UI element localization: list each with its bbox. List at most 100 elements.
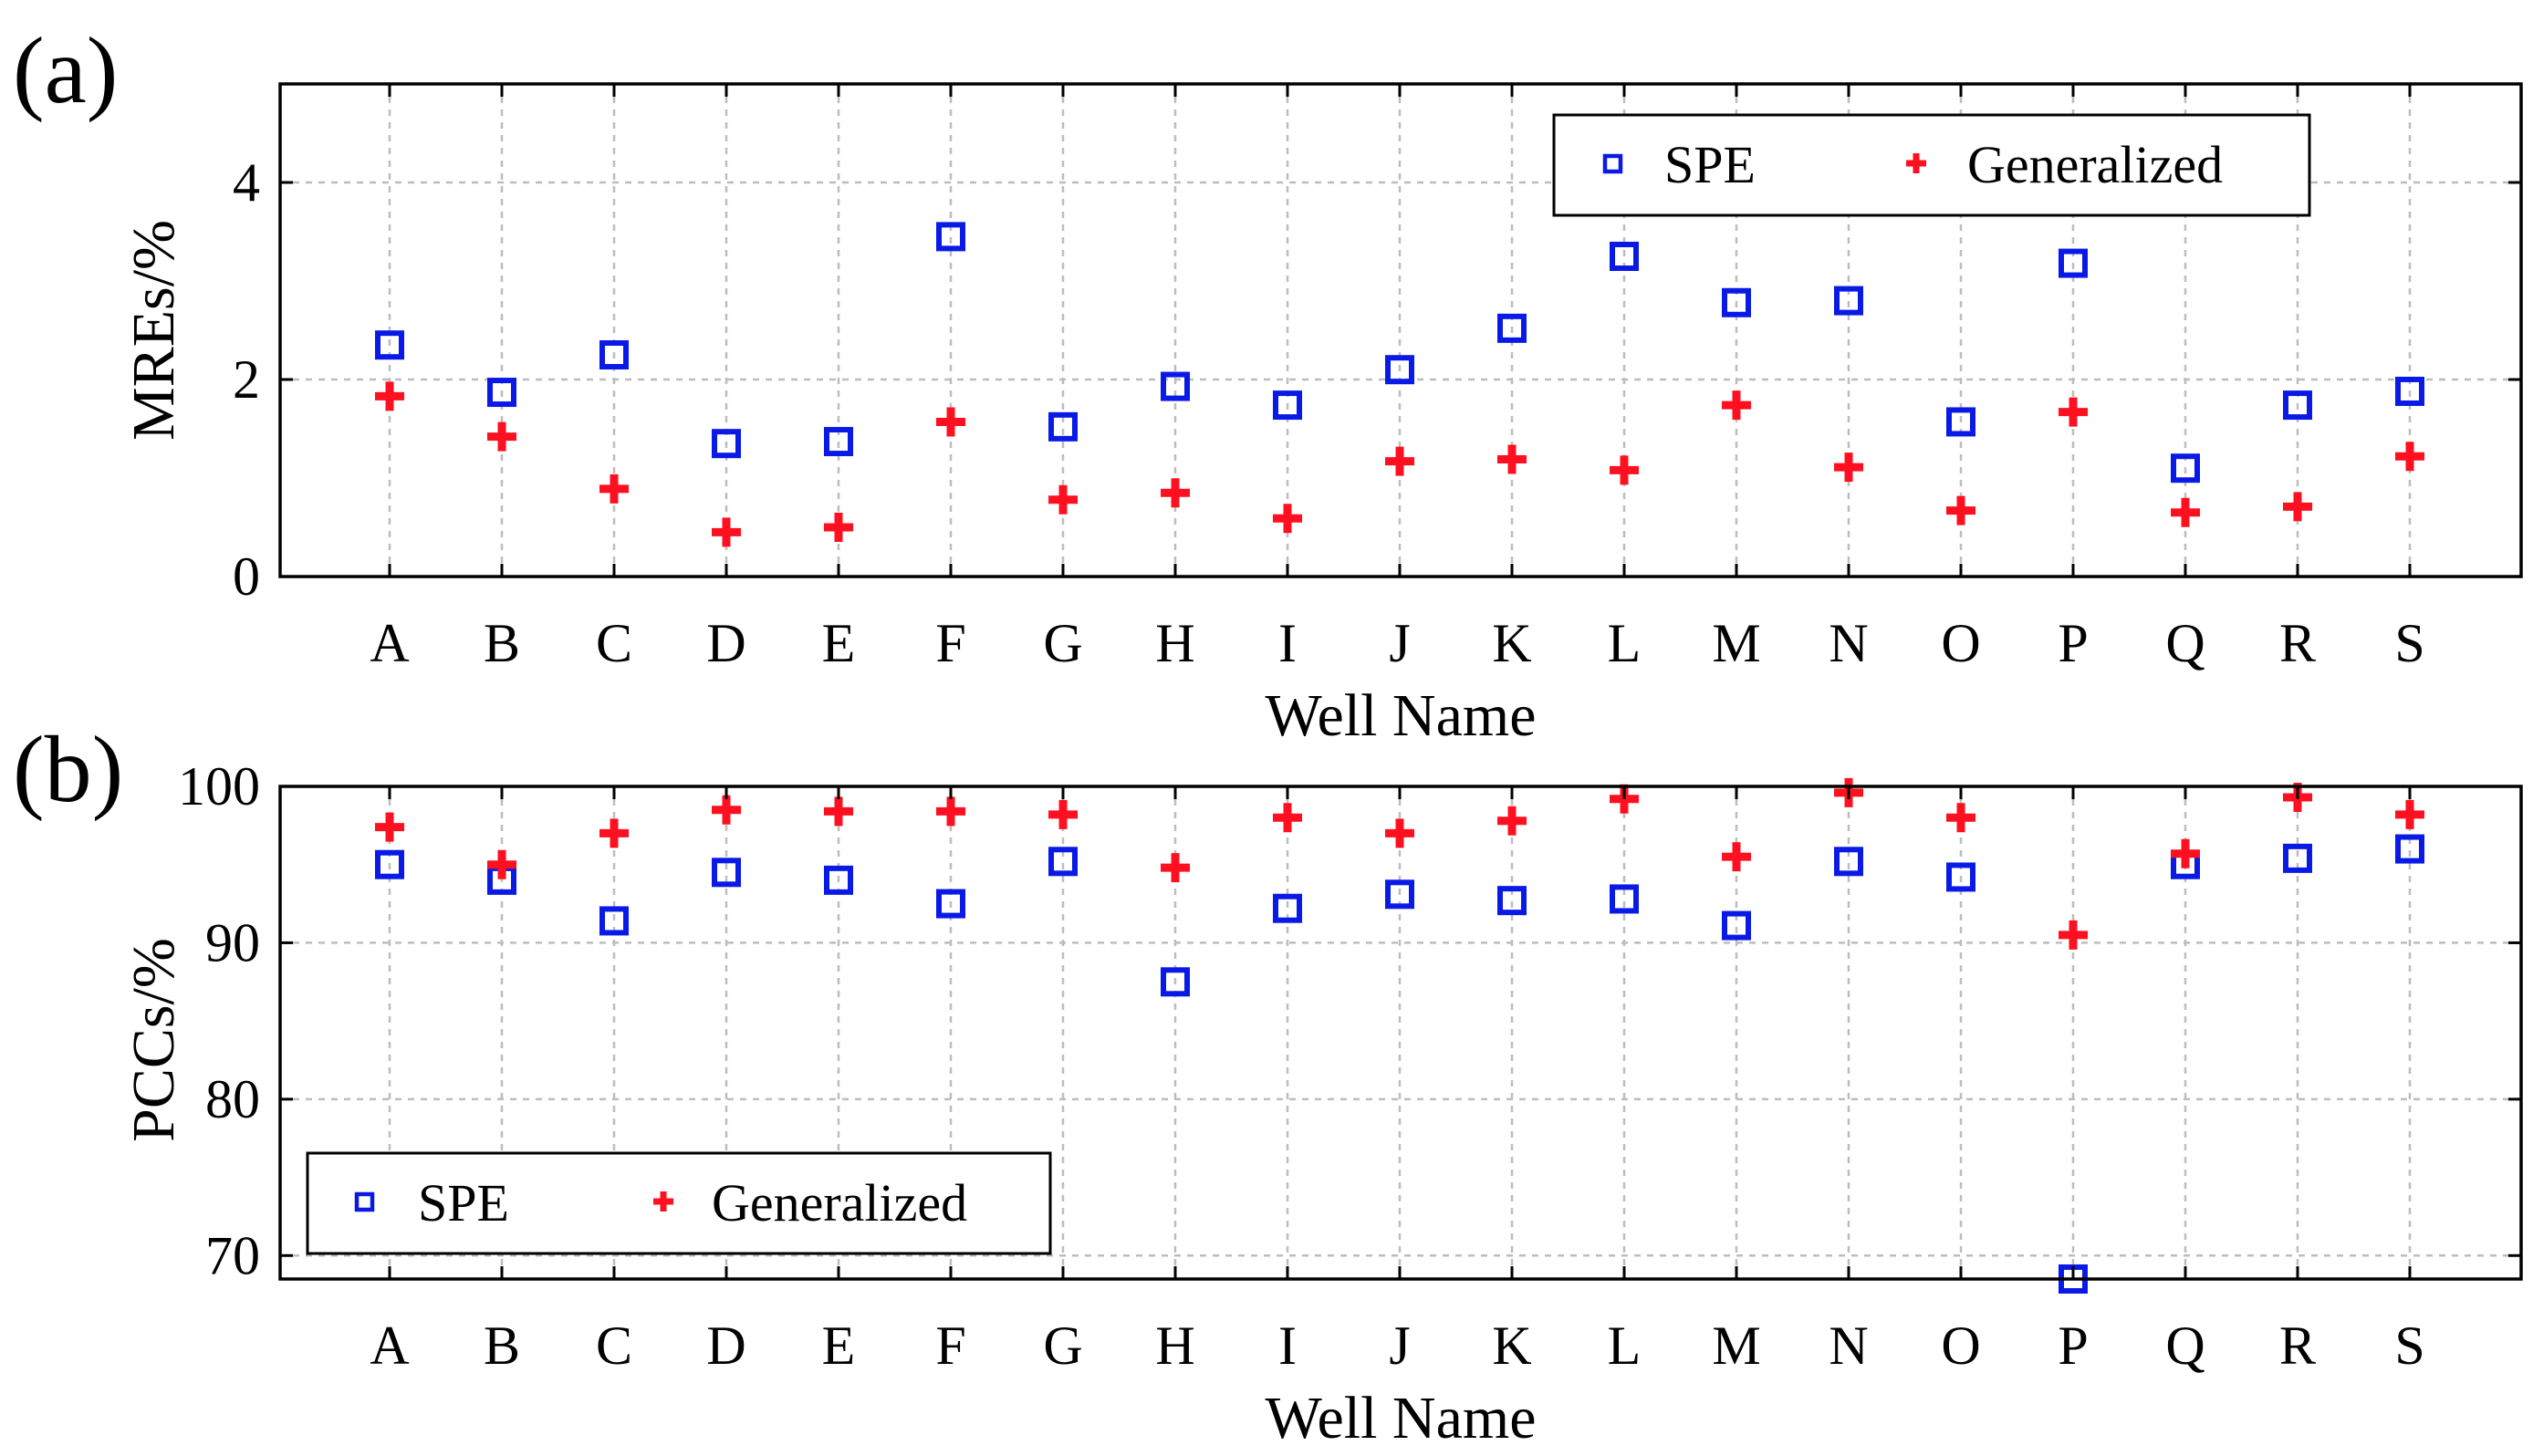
x-tick-label: J <box>1389 1316 1410 1376</box>
generalized-point <box>936 407 965 437</box>
generalized-point <box>487 421 516 452</box>
spe-point <box>1273 893 1302 923</box>
generalized-point <box>2395 799 2424 829</box>
generalized-point <box>1834 452 1863 483</box>
panel-b-legend-spe-marker <box>354 1191 375 1212</box>
x-tick-label: G <box>1043 613 1082 673</box>
spe-point <box>1048 411 1078 442</box>
spe-point <box>1273 390 1302 421</box>
x-tick-label: L <box>1608 1316 1642 1376</box>
generalized-point <box>1273 803 1302 833</box>
x-tick-label: H <box>1155 1316 1194 1376</box>
spe-point <box>599 340 629 369</box>
spe-point <box>2395 376 2424 406</box>
spe-point <box>1834 847 1863 877</box>
y-tick-label: 70 <box>205 1225 260 1285</box>
spe-point <box>2395 834 2424 864</box>
panel-b-ticks <box>280 785 2521 1279</box>
panel-a-x-axis-label: Well Name <box>1265 682 1536 749</box>
generalized-point <box>1610 455 1639 485</box>
generalized-point <box>1497 806 1527 836</box>
y-tick-label: 90 <box>205 912 260 972</box>
panel-a-legend-generalized-marker <box>1906 153 1926 173</box>
spe-point <box>936 889 965 919</box>
x-tick-label: P <box>2058 613 2088 673</box>
panel-b: (b) 70 80 90 100 A B C D E F G H I J K L M N O P Q R S Well N… <box>13 717 2523 1451</box>
panel-a-y-tick-labels: 0 2 4 <box>233 152 260 607</box>
generalized-point <box>1946 803 1975 833</box>
panel-a: (a) 0 2 4 A B C D E F G H I J K L M N O P Q R S Well Name MR… <box>13 18 2523 749</box>
spe-point <box>712 858 741 888</box>
x-tick-label: R <box>2279 613 2316 673</box>
spe-point <box>487 378 516 408</box>
spe-point <box>1722 287 1751 317</box>
x-tick-label: N <box>1829 613 1868 673</box>
x-tick-label: N <box>1829 1316 1868 1376</box>
y-tick-label: 80 <box>205 1069 260 1129</box>
generalized-point <box>1161 478 1190 508</box>
x-tick-label: K <box>1492 1316 1531 1376</box>
x-tick-label: S <box>2394 613 2424 673</box>
x-tick-label: M <box>1712 1316 1760 1376</box>
panel-a-x-tick-labels: A B C D E F G H I J K L M N O P Q R S <box>370 613 2424 673</box>
spe-point <box>2283 390 2312 421</box>
x-tick-label: E <box>822 613 856 673</box>
x-tick-label: A <box>370 1316 409 1376</box>
panel-b-legend-generalized-marker <box>653 1191 673 1212</box>
panel-a-legend: SPE Generalized <box>1552 113 2311 217</box>
panel-a-y-axis-label: MREs/% <box>120 220 187 441</box>
spe-point <box>375 330 404 360</box>
generalized-point <box>936 796 965 827</box>
x-tick-label: O <box>1941 1316 1980 1376</box>
generalized-point <box>712 795 741 825</box>
generalized-point <box>599 818 629 848</box>
generalized-point <box>2395 442 2424 472</box>
x-tick-label: C <box>596 1316 632 1376</box>
x-tick-label: R <box>2279 1316 2316 1376</box>
spe-point <box>1610 884 1639 914</box>
panel-b-y-axis-label: PCCs/% <box>120 938 187 1142</box>
x-tick-label: K <box>1492 613 1531 673</box>
spe-point <box>1946 862 1975 892</box>
generalized-point <box>375 812 404 842</box>
generalized-point <box>1946 495 1975 525</box>
generalized-point <box>2171 838 2200 868</box>
x-tick-label: J <box>1389 613 1410 673</box>
spe-point <box>1385 879 1414 910</box>
generalized-point <box>487 849 516 879</box>
spe-point <box>1048 847 1078 877</box>
panel-b-legend-box <box>306 1151 1052 1255</box>
x-tick-label: B <box>484 1316 520 1376</box>
y-tick-label: 2 <box>233 349 260 410</box>
x-tick-label: F <box>935 613 965 673</box>
generalized-point <box>1048 484 1078 515</box>
x-tick-label: S <box>2394 1316 2424 1376</box>
spe-point <box>824 427 853 457</box>
generalized-point <box>2171 497 2200 527</box>
panel-b-legend-generalized-label: Generalized <box>712 1173 967 1232</box>
generalized-point <box>1161 853 1190 883</box>
x-tick-label: M <box>1712 613 1760 673</box>
generalized-point <box>1722 842 1751 872</box>
spe-point <box>1161 371 1190 401</box>
spe-point <box>2059 248 2088 278</box>
x-tick-label: Q <box>2165 613 2205 673</box>
spe-point <box>824 865 853 895</box>
x-tick-label: Q <box>2165 1316 2205 1376</box>
x-tick-label: F <box>935 1316 965 1376</box>
x-tick-label: I <box>1278 613 1297 673</box>
spe-point <box>1497 886 1527 916</box>
generalized-point <box>2059 397 2088 427</box>
panel-b-points <box>375 777 2424 1294</box>
panel-a-legend-box <box>1552 113 2311 217</box>
y-tick-label: 4 <box>233 152 260 213</box>
panel-a-legend-spe-label: SPE <box>1664 135 1756 194</box>
generalized-point <box>1497 444 1527 474</box>
generalized-point <box>824 796 853 827</box>
generalized-point <box>1722 390 1751 421</box>
panel-b-legend-spe-label: SPE <box>418 1173 509 1232</box>
generalized-point <box>1385 446 1414 476</box>
spe-point <box>936 222 965 252</box>
panel-b-legend: SPE Generalized <box>306 1151 1052 1255</box>
x-tick-label: L <box>1608 613 1642 673</box>
